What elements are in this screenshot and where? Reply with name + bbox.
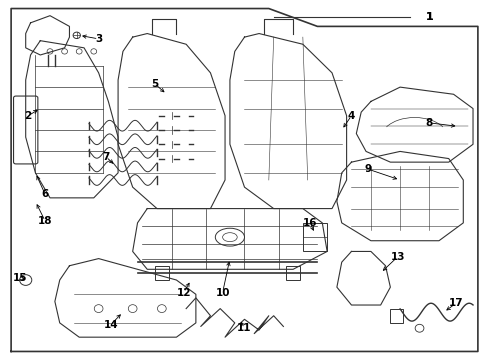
Text: 4: 4 bbox=[347, 111, 354, 121]
Text: 10: 10 bbox=[215, 288, 229, 297]
Text: 5: 5 bbox=[151, 78, 158, 89]
Bar bbox=[285, 266, 300, 280]
Text: 14: 14 bbox=[103, 320, 118, 330]
Text: 6: 6 bbox=[41, 189, 49, 199]
Text: 1: 1 bbox=[425, 13, 432, 22]
Text: 3: 3 bbox=[95, 34, 102, 44]
Bar bbox=[302, 223, 326, 251]
Text: 18: 18 bbox=[38, 216, 52, 226]
Text: 7: 7 bbox=[102, 152, 109, 162]
Text: 16: 16 bbox=[302, 218, 317, 228]
Text: 12: 12 bbox=[176, 288, 191, 297]
Bar bbox=[154, 266, 169, 280]
Text: 9: 9 bbox=[364, 164, 371, 174]
Text: 11: 11 bbox=[237, 323, 251, 333]
Text: 1: 1 bbox=[425, 13, 432, 22]
Text: 15: 15 bbox=[13, 273, 27, 283]
Text: 17: 17 bbox=[448, 298, 462, 308]
Text: 2: 2 bbox=[24, 111, 32, 121]
Bar bbox=[389, 309, 402, 323]
Text: 8: 8 bbox=[425, 118, 432, 128]
Text: 13: 13 bbox=[389, 252, 404, 262]
